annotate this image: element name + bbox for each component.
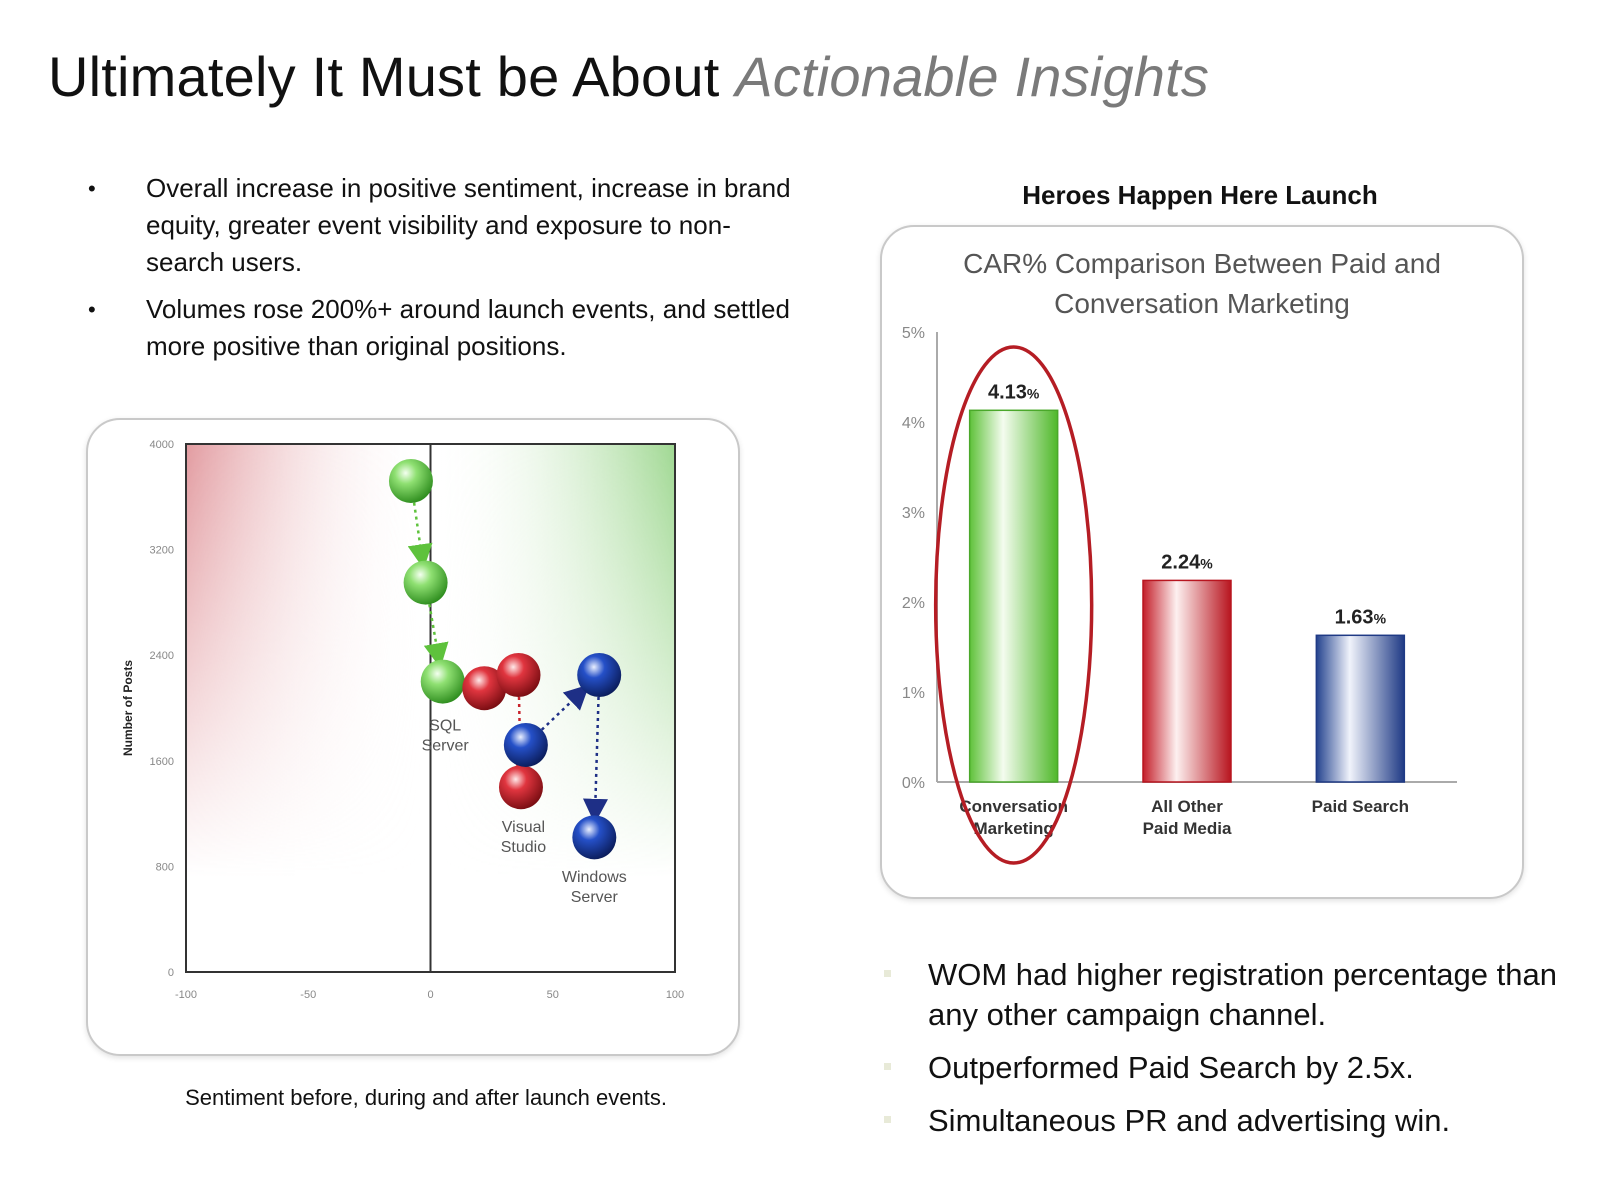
- y-tick-label: 3200: [150, 545, 174, 557]
- point-label: Server: [422, 737, 470, 754]
- negative-zone: [186, 444, 431, 972]
- y-tick-label: 2400: [150, 650, 174, 662]
- data-point: [420, 659, 465, 704]
- right-bullet-text: WOM had higher registration percentage t…: [928, 957, 1557, 1032]
- category-label: Marketing: [974, 819, 1054, 838]
- y-tick-label: 5%: [902, 325, 925, 342]
- right-bullet: Outperformed Paid Search by 2.5x.: [884, 1048, 1600, 1088]
- bar: [968, 409, 1059, 783]
- car-bar-chart: CAR% Comparison Between Paid and Conversa…: [902, 248, 1457, 865]
- title-emphasis: Actionable Insights: [735, 45, 1210, 108]
- sentiment-scatter-chart: -100 -50 0 50 100 0 800 1600 2400 3200 4000 Number …: [121, 439, 684, 1001]
- highlight-ring: [933, 345, 1094, 865]
- x-tick-label: -50: [300, 989, 316, 1001]
- left-bullet: • Overall increase in positive sentiment,…: [88, 170, 808, 281]
- x-tick-label: 0: [427, 989, 433, 1001]
- right-bullet-list: WOM had higher registration percentage t…: [884, 955, 1600, 1154]
- trajectory-arrow: [423, 604, 449, 669]
- bar-chart-title: Conversation Marketing: [1054, 288, 1350, 319]
- page-title: Ultimately It Must be About Actionable I…: [48, 44, 1209, 109]
- bar-value-label: 1.63%: [1335, 606, 1387, 628]
- right-bullet: WOM had higher registration percentage t…: [884, 955, 1600, 1035]
- right-bullet: Simultaneous PR and advertising win.: [884, 1101, 1600, 1141]
- data-point: [498, 765, 543, 810]
- positive-zone: [430, 444, 675, 972]
- left-bullet-text: Volumes rose 200%+ around launch events,…: [146, 294, 790, 361]
- y-tick-label: 4%: [902, 415, 925, 432]
- bar: [1315, 634, 1406, 783]
- bullet-square-icon: [884, 970, 891, 977]
- bar-value-label: 2.24%: [1161, 551, 1213, 573]
- y-tick-label: 4000: [150, 439, 174, 451]
- right-bullet-text: Simultaneous PR and advertising win.: [928, 1103, 1451, 1138]
- trajectory-arrow: [540, 684, 590, 731]
- scatter-caption: Sentiment before, during and after launc…: [185, 1085, 667, 1110]
- left-bullet-list: • Overall increase in positive sentiment,…: [88, 170, 808, 375]
- trajectory-arrow: [582, 696, 608, 824]
- y-tick-label: 0%: [902, 775, 925, 792]
- data-point: [403, 560, 448, 605]
- bar-chart-title: CAR% Comparison Between Paid and: [963, 248, 1441, 279]
- sentiment-gradient-group: [186, 444, 675, 972]
- x-tick-label: 50: [547, 989, 559, 1001]
- point-label: Studio: [501, 839, 546, 856]
- x-tick-label: -100: [175, 989, 197, 1001]
- point-label: SQL: [429, 717, 461, 734]
- left-bullet-text: Overall increase in positive sentiment, …: [146, 173, 791, 277]
- category-label: All Other: [1151, 797, 1223, 816]
- y-tick-label: 1600: [150, 756, 174, 768]
- bar-chart-heading: Heroes Happen Here Launch: [1022, 180, 1378, 210]
- point-label: Windows: [562, 869, 627, 886]
- x-tick-label: 100: [666, 989, 684, 1001]
- y-tick-label: 1%: [902, 685, 925, 702]
- bar-value-label: 4.13%: [988, 381, 1040, 403]
- bullet-square-icon: [884, 1116, 891, 1123]
- bullet-square-icon: [884, 1063, 891, 1070]
- y-tick-label: 2%: [902, 595, 925, 612]
- left-bullet: • Volumes rose 200%+ around launch events…: [88, 291, 808, 365]
- car-chart-panel: CAR% Comparison Between Paid and Conversa…: [880, 225, 1524, 899]
- y-tick-label: 800: [156, 861, 174, 873]
- bullet-dot-icon: •: [88, 176, 96, 201]
- sentiment-chart-panel: -100 -50 0 50 100 0 800 1600 2400 3200 4000 Number …: [86, 418, 740, 1056]
- data-point: [388, 458, 433, 503]
- title-main: Ultimately It Must be About: [48, 45, 720, 108]
- point-label: Visual: [502, 819, 545, 836]
- category-label: Conversation: [959, 797, 1068, 816]
- data-point: [496, 653, 541, 697]
- category-label: Paid Search: [1312, 797, 1409, 816]
- data-point: [503, 722, 548, 767]
- data-point: [577, 653, 622, 697]
- right-bullet-text: Outperformed Paid Search by 2.5x.: [928, 1050, 1414, 1085]
- trajectory-arrow: [407, 502, 433, 570]
- y-axis-label: Number of Posts: [121, 660, 135, 756]
- y-tick-label: 0: [168, 967, 174, 979]
- data-point: [572, 815, 617, 860]
- bar: [1142, 579, 1232, 783]
- data-point: [462, 666, 507, 711]
- bullet-dot-icon: •: [88, 297, 96, 322]
- point-label: Server: [571, 889, 619, 906]
- category-label: Paid Media: [1143, 819, 1232, 838]
- y-tick-label: 3%: [902, 505, 925, 522]
